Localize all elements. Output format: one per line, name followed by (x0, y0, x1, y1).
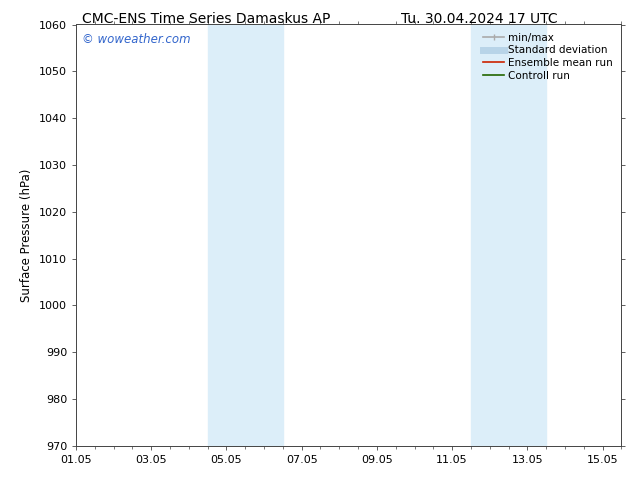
Legend: min/max, Standard deviation, Ensemble mean run, Controll run: min/max, Standard deviation, Ensemble me… (480, 30, 616, 84)
Text: CMC-ENS Time Series Damaskus AP: CMC-ENS Time Series Damaskus AP (82, 12, 331, 26)
Bar (208, 24, 283, 446)
Text: © woweather.com: © woweather.com (82, 33, 190, 46)
Text: Tu. 30.04.2024 17 UTC: Tu. 30.04.2024 17 UTC (401, 12, 558, 26)
Bar (471, 24, 546, 446)
Y-axis label: Surface Pressure (hPa): Surface Pressure (hPa) (20, 169, 34, 302)
